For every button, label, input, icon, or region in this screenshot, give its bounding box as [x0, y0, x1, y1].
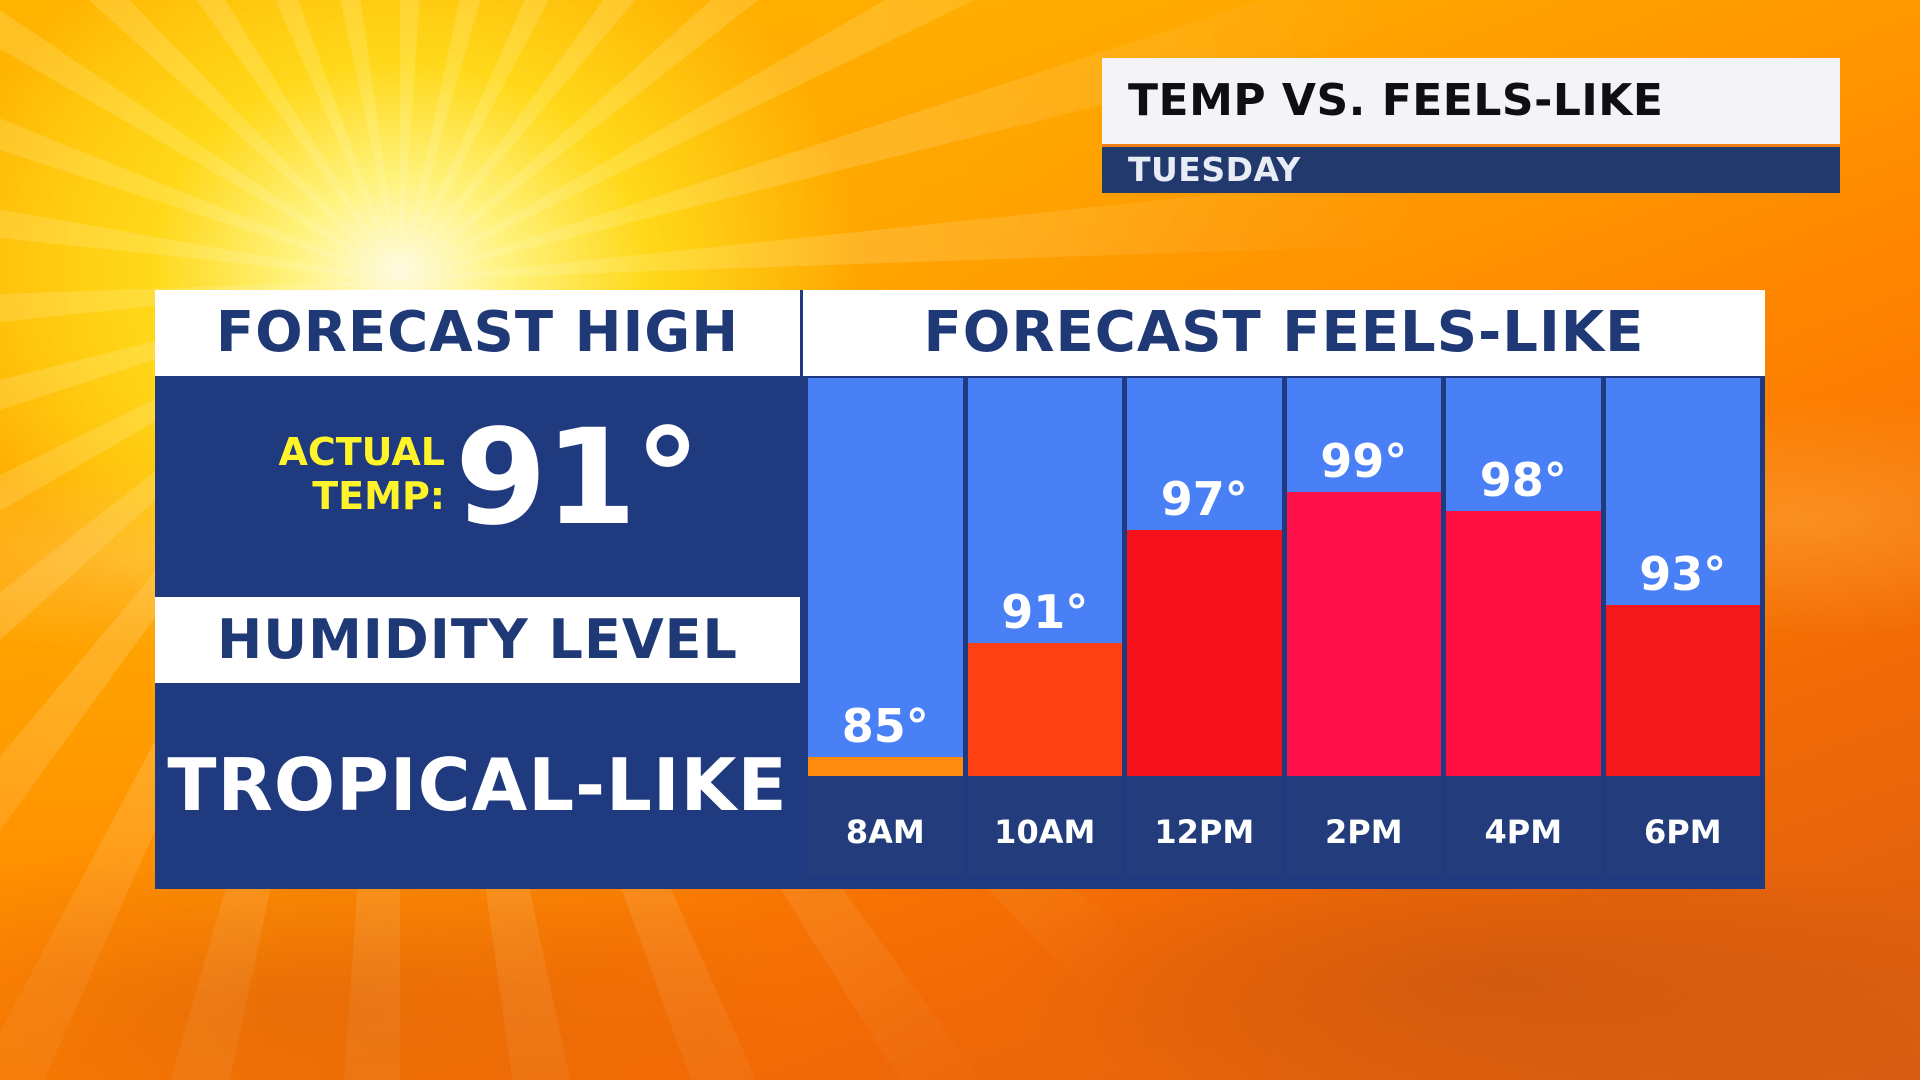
chart-value-label: 91°: [1001, 585, 1089, 640]
graphic-title: TEMP VS. FEELS-LIKE: [1102, 58, 1840, 147]
forecast-high-heading: FORECAST HIGH: [155, 290, 800, 376]
chart-category-label: 12PM: [1127, 776, 1282, 877]
chart-bar-6pm: [1605, 605, 1760, 776]
humidity-value: TROPICAL-LIKE: [167, 743, 788, 827]
humidity-box: [155, 683, 800, 889]
actual-temp-label-line1: ACTUAL: [278, 430, 445, 474]
chart-title: FORECAST FEELS-LIKE: [803, 290, 1765, 376]
actual-temp-value: 91°: [455, 401, 701, 555]
chart-value-label: 85°: [841, 699, 929, 754]
chart-column-bg: [808, 378, 963, 776]
chart-value-label: 98°: [1479, 452, 1567, 507]
chart-category-label: 10AM: [967, 776, 1122, 877]
chart-category-label: 2PM: [1286, 776, 1441, 877]
chart-bar-2pm: [1286, 491, 1441, 776]
actual-temp-box: [155, 376, 800, 597]
actual-temp-label: ACTUAL TEMP:: [250, 430, 445, 518]
chart-category-label: 8AM: [808, 776, 963, 877]
panel-divider: [800, 290, 803, 889]
feels-like-bar-chart: 85° 8AM 91° 10AM 97° 12PM 99° 2PM 98° 4PM 93° 6PM: [803, 376, 1765, 889]
chart-value-label: 93°: [1639, 547, 1727, 602]
humidity-heading: HUMIDITY LEVEL: [155, 597, 800, 683]
actual-temp-label-line2: TEMP:: [312, 474, 445, 518]
chart-bar-4pm: [1446, 510, 1601, 776]
chart-bar-10am: [967, 643, 1122, 776]
graphic-day: TUESDAY: [1102, 147, 1840, 193]
chart-value-label: 97°: [1160, 471, 1248, 526]
chart-category-label: 6PM: [1605, 776, 1760, 877]
chart-category-label: 4PM: [1446, 776, 1601, 877]
chart-bar-12pm: [1127, 529, 1282, 776]
chart-value-label: 99°: [1320, 433, 1408, 488]
chart-bar-8am: [808, 757, 963, 776]
